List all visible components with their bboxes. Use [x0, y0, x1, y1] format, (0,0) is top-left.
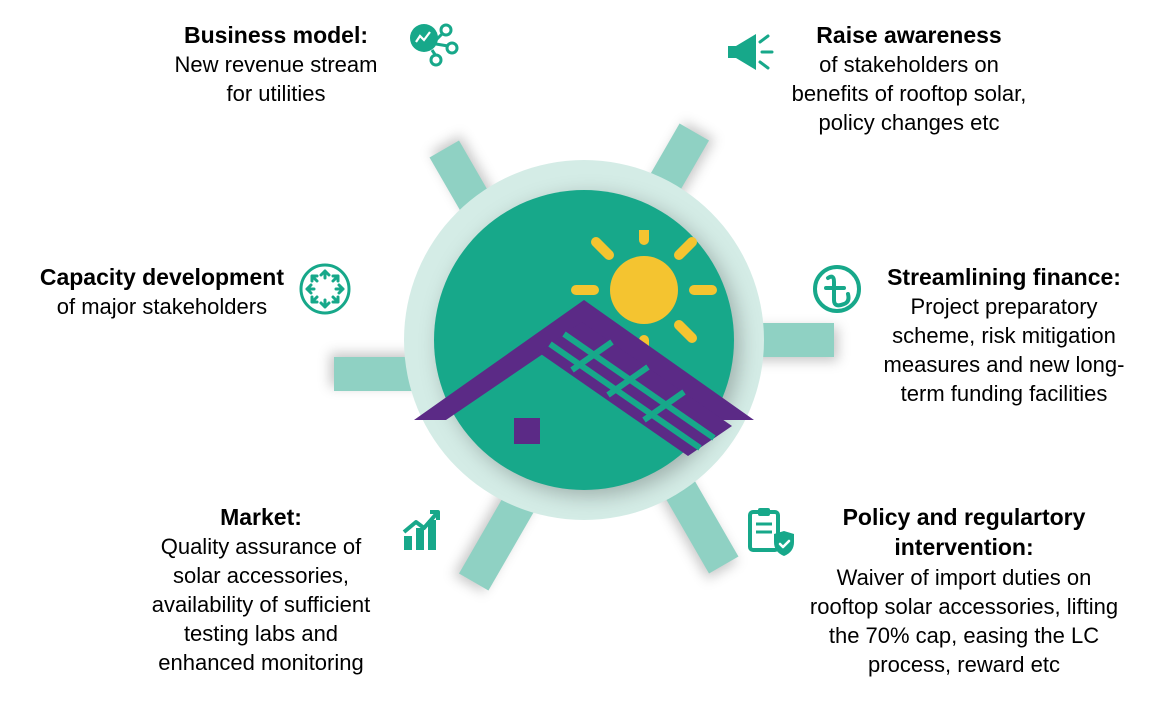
node-body: Project preparatory scheme, risk mitigat…	[884, 294, 1125, 406]
expand-arrows-icon	[298, 262, 352, 316]
node-title: Raise awareness	[816, 22, 1001, 48]
node-capacity_dev: Capacity development of major stakeholder…	[22, 262, 352, 321]
node-body: of stakeholders on benefits of rooftop s…	[792, 52, 1027, 135]
node-body: Quality assurance of solar accessories, …	[152, 534, 371, 675]
node-business_model: Business model: New revenue stream for ut…	[160, 20, 460, 108]
node-text: Policy and regulartory intervention:Waiv…	[808, 502, 1120, 679]
node-policy_reg: Policy and regulartory intervention:Waiv…	[740, 502, 1120, 679]
node-streamlining_finance: Streamlining finance: Project preparatory…	[810, 262, 1130, 408]
node-text: Raise awareness of stakeholders on benefi…	[788, 20, 1030, 137]
node-text: Business model: New revenue stream for ut…	[160, 20, 392, 108]
megaphone-icon	[720, 20, 774, 74]
solar-house-icon	[394, 230, 774, 490]
node-title: Market:	[220, 504, 302, 530]
node-body: Waiver of import duties on rooftop solar…	[810, 565, 1118, 677]
node-title: Streamlining finance:	[887, 264, 1121, 290]
node-title: Capacity development	[40, 264, 284, 290]
infographic-stage: Business model: New revenue stream for ut…	[0, 0, 1169, 722]
node-raise_awareness: Raise awareness of stakeholders on benefi…	[720, 20, 1030, 137]
node-title: Policy and regulartory intervention:	[843, 504, 1086, 560]
currency-taka-icon	[810, 262, 864, 316]
node-market: Market: Quality assurance of solar access…	[140, 502, 450, 678]
node-text: Streamlining finance: Project preparatory…	[878, 262, 1130, 408]
node-text: Capacity development of major stakeholder…	[40, 262, 284, 321]
node-title: Business model:	[184, 22, 368, 48]
growth-bars-icon	[396, 502, 450, 556]
clipboard-shield-icon	[740, 502, 794, 556]
analytics-network-icon	[406, 20, 460, 74]
node-text: Market: Quality assurance of solar access…	[140, 502, 382, 678]
node-body: New revenue stream for utilities	[175, 52, 378, 106]
node-body: of major stakeholders	[57, 294, 267, 319]
